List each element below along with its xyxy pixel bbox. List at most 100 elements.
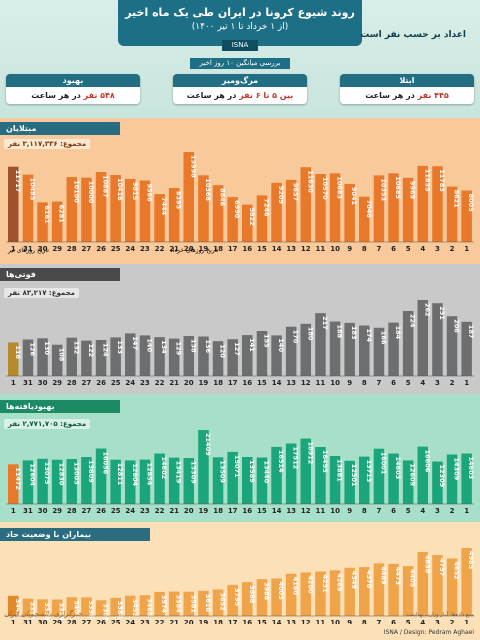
bar — [139, 180, 151, 242]
bar-value-label: 188 — [336, 325, 344, 339]
bar — [125, 333, 136, 376]
day-tick-label: 9 — [347, 379, 352, 387]
day-tick-label: 14 — [272, 245, 282, 253]
bar — [256, 579, 268, 616]
bar — [329, 570, 341, 616]
day-tick-label: 19 — [199, 619, 209, 624]
bar-value-label: 4489 — [379, 566, 387, 585]
bar-value-label: 10368 — [204, 178, 212, 201]
bar — [315, 313, 326, 376]
bar — [22, 174, 34, 242]
day-tick-label: 10 — [330, 507, 340, 515]
bar-value-label: 3584 — [175, 595, 183, 614]
summary-value-row: ۵۴۸ نفر در هر ساعت — [6, 87, 140, 104]
bar-value-label: 132 — [72, 341, 80, 355]
credits: ISNA / Design: Pedram Aghaei — [383, 629, 474, 636]
day-tick-label: 25 — [111, 245, 121, 253]
day-tick-label: 28 — [67, 245, 77, 253]
bar — [154, 591, 165, 616]
bar-value-label: 3359 — [28, 602, 36, 621]
day-tick-label: 9 — [347, 245, 352, 253]
bar — [329, 173, 341, 242]
bar — [154, 194, 165, 242]
day-tick-label: 12 — [301, 619, 311, 624]
bar-value-label: 15071 — [233, 455, 241, 478]
bar — [446, 186, 458, 242]
day-tick-label: 30 — [38, 507, 48, 515]
day-tick-label: 5 — [406, 245, 411, 253]
bar-value-label: 21409 — [204, 433, 212, 456]
day-tick-label: 12 — [301, 245, 311, 253]
day-tick-label: 1 — [464, 619, 469, 624]
bar-value-label: 116 — [14, 345, 22, 359]
day-tick-label: 28 — [67, 379, 77, 387]
bar — [95, 600, 107, 616]
day-tick-label: 20 — [184, 379, 194, 387]
bar — [373, 448, 385, 504]
summary-infected: ابتلا ۴۴۵ نفر در هر ساعت — [340, 74, 474, 104]
day-tick-label: 10 — [330, 379, 340, 387]
bar — [168, 338, 180, 376]
bar — [95, 172, 107, 242]
summary-recovered: بهبود ۵۴۸ نفر در هر ساعت — [6, 74, 140, 104]
day-tick-label: 4 — [420, 379, 425, 387]
recovered-section: بهبودیافته‌ها مجموع: ۲,۷۷۱,۷۰۵ نفر 11472… — [0, 394, 480, 522]
day-tick-label: 10 — [330, 619, 340, 624]
bar-value-label: 11472 — [14, 467, 22, 490]
bar — [51, 599, 63, 616]
bar — [315, 571, 326, 616]
bar-value-label: 4652 — [453, 561, 461, 579]
bar-value-label: 10683 — [336, 176, 344, 199]
bar — [271, 446, 282, 504]
deaths-chart: 1161126311303010829132281222712426133251… — [6, 300, 475, 387]
day-tick-label: 20 — [184, 507, 194, 515]
bar — [329, 456, 341, 504]
bar — [242, 335, 253, 376]
bar-value-label: 6281 — [58, 205, 66, 224]
bar — [212, 589, 224, 616]
day-tick-label: 8 — [362, 379, 367, 387]
bar — [256, 457, 268, 504]
bar-value-label: 3452 — [131, 599, 139, 617]
bar-value-label: 16606 — [423, 450, 431, 473]
bar-value-label: 4005 — [277, 582, 285, 601]
bar-value-label: 184 — [394, 326, 402, 340]
day-tick-label: 21 — [169, 619, 179, 624]
day-tick-label: 3 — [435, 619, 440, 624]
summary-value-row: ۴۴۵ نفر در هر ساعت — [340, 87, 474, 104]
bar — [402, 460, 414, 504]
bar — [51, 344, 63, 376]
day-tick-label: 6 — [391, 507, 396, 515]
day-tick-label: 15 — [257, 507, 267, 515]
bar-value-label: 12309 — [438, 465, 446, 488]
day-tick-label: 2 — [450, 379, 455, 387]
average-label: بررسی میانگین ۱۰ روز اخیر — [190, 58, 290, 69]
day-tick-label: 8 — [362, 619, 367, 624]
bar — [198, 590, 209, 616]
bar — [37, 458, 48, 504]
bar-value-label: 3329 — [58, 603, 66, 622]
bar-value-label: 262 — [423, 303, 431, 317]
bar-value-label: 5822 — [248, 208, 256, 226]
bar-value-label: 9209 — [277, 186, 285, 205]
day-tick-label: 11 — [316, 379, 326, 387]
day-tick-label: 16 — [242, 245, 252, 253]
bar-value-label: 7246 — [262, 198, 270, 217]
bar — [300, 167, 311, 242]
day-tick-label: 11 — [316, 245, 326, 253]
bar — [66, 337, 77, 376]
bar — [139, 335, 151, 376]
day-tick-label: 20 — [184, 245, 194, 253]
bar — [125, 460, 136, 504]
bar-value-label: 3581 — [189, 595, 197, 614]
day-tick-label: 25 — [111, 619, 121, 624]
day-tick-label: 18 — [213, 619, 223, 624]
bar — [183, 458, 194, 504]
bar-value-label: 13609 — [87, 460, 95, 483]
bar — [256, 195, 268, 242]
bar-value-label: 6990 — [233, 200, 241, 219]
bar-value-label: 4160 — [292, 577, 300, 596]
bar — [388, 322, 399, 376]
bar-value-label: 13881 — [336, 459, 344, 482]
bar-value-label: 4349 — [350, 571, 358, 590]
